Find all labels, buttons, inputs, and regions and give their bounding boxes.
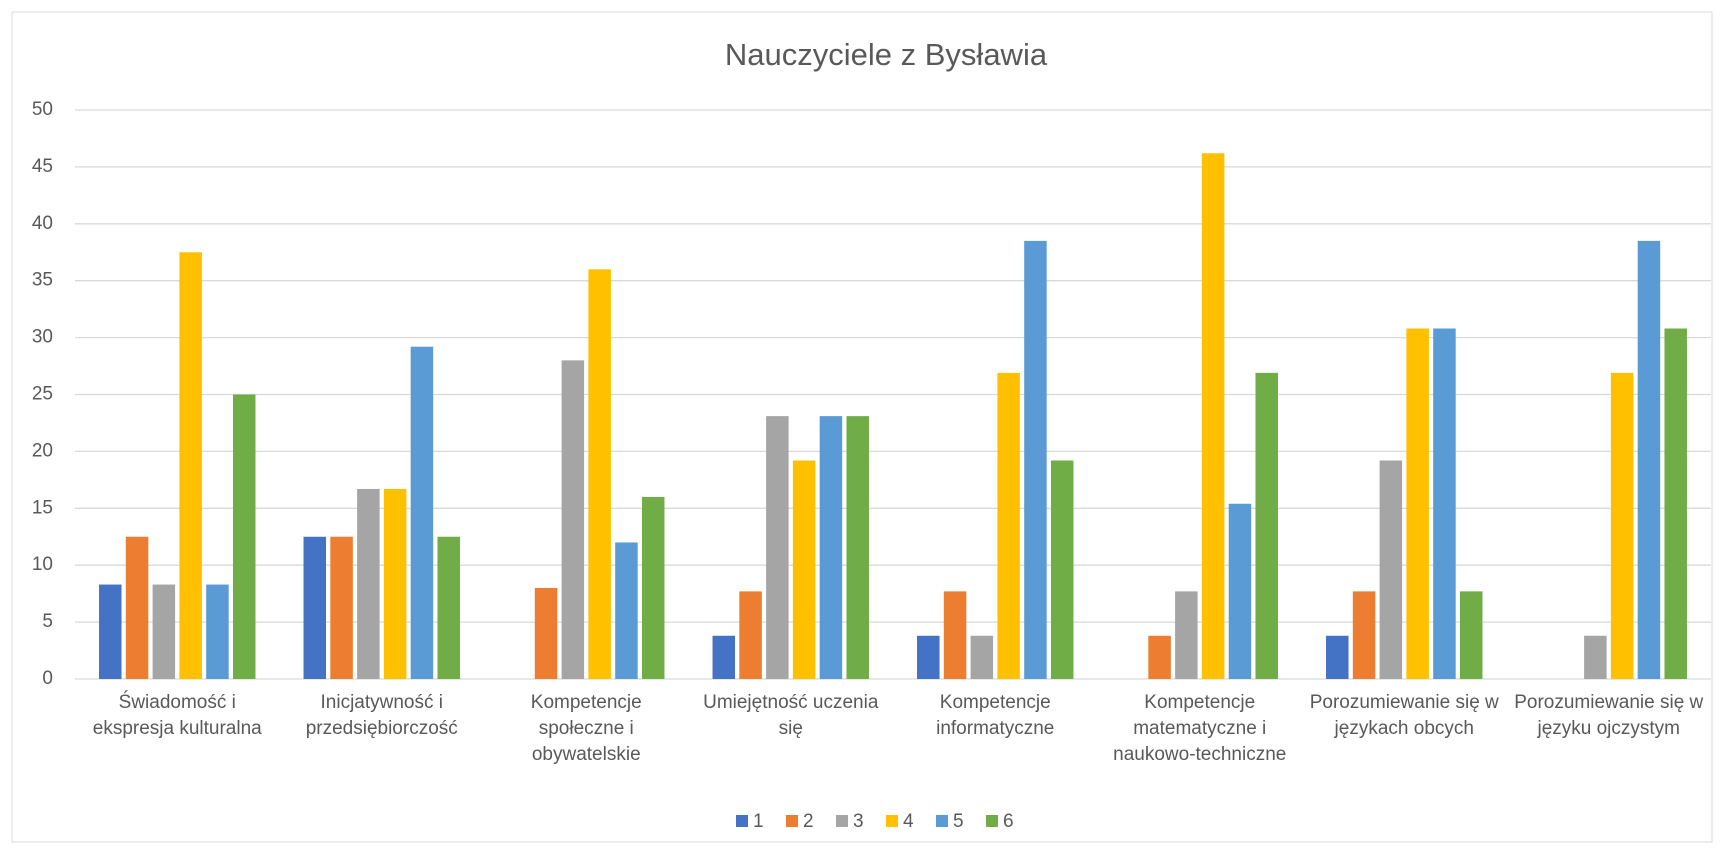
bar: [943, 591, 967, 679]
legend-swatch: [886, 815, 898, 827]
bar: [1459, 591, 1483, 679]
bar: [1201, 153, 1225, 679]
bar: [1433, 328, 1456, 679]
bar: [1228, 503, 1252, 679]
bar: [1148, 635, 1171, 679]
bar: [1584, 635, 1607, 679]
legend-label: 2: [803, 811, 814, 832]
bar: [1024, 240, 1047, 679]
bar: [232, 394, 256, 679]
bar: [739, 591, 762, 679]
y-tick-label: 20: [32, 440, 53, 461]
bar: [125, 536, 149, 679]
x-tick-label: Kompetencje matematyczne i naukowo-techn…: [1113, 692, 1287, 765]
y-tick-label: 25: [32, 384, 53, 405]
legend-swatch: [786, 815, 798, 827]
legend-swatch: [836, 815, 848, 827]
y-tick-label: 15: [32, 497, 53, 518]
bar: [588, 269, 611, 679]
legend-label: 3: [853, 811, 864, 832]
bar: [1664, 328, 1687, 679]
bar: [1326, 635, 1349, 679]
bar: [99, 584, 122, 679]
x-tick-label: Porozumiewanie się w języku ojczystym: [1514, 692, 1704, 739]
bar: [152, 584, 176, 679]
bar: [615, 542, 638, 679]
y-tick-label: 35: [32, 270, 53, 291]
bar: [303, 536, 327, 679]
bar: [792, 460, 816, 679]
y-tick-label: 5: [42, 611, 53, 632]
chart-title: Nauczyciele z Bysławia: [725, 37, 1048, 72]
bar: [1379, 460, 1403, 679]
legend-label: 5: [953, 811, 964, 832]
legend-label: 6: [1003, 811, 1014, 832]
bar: [534, 587, 558, 679]
legend-swatch: [986, 815, 998, 827]
bar: [1352, 591, 1376, 679]
bar: [641, 496, 665, 679]
bar: [712, 635, 736, 679]
bar: [383, 488, 407, 679]
bar: [846, 416, 869, 679]
bar: [179, 252, 202, 679]
bar: [917, 635, 940, 679]
legend-swatch: [936, 815, 948, 827]
bar: [561, 360, 585, 679]
bar: [1406, 328, 1429, 679]
y-tick-label: 50: [32, 99, 53, 120]
legend-label: 1: [753, 811, 764, 832]
y-tick-label: 45: [32, 156, 53, 177]
x-tick-label: Porozumiewanie się w językach obcych: [1309, 692, 1499, 739]
bar: [819, 416, 843, 679]
bar: [410, 346, 434, 679]
y-tick-label: 30: [32, 327, 53, 348]
bar: [357, 488, 380, 679]
x-tick-label: Umiejętność uczenia się: [703, 692, 879, 739]
y-tick-label: 0: [42, 668, 53, 689]
bar: [1610, 372, 1634, 679]
bar: [766, 416, 789, 679]
bar: [1637, 240, 1661, 679]
y-tick-label: 40: [32, 213, 53, 234]
x-tick-label: Świadomość i ekspresja kulturalna: [92, 692, 262, 739]
bar: [330, 536, 353, 679]
x-tick-label: Inicjatywność i przedsiębiorczość: [305, 692, 458, 739]
bar: [997, 372, 1020, 679]
bar: [970, 635, 994, 679]
x-tick-label: Kompetencje informatyczne: [936, 692, 1055, 739]
y-tick-label: 10: [32, 554, 53, 575]
bar: [1050, 460, 1074, 679]
bar: [206, 584, 229, 679]
legend-swatch: [736, 815, 748, 827]
legend-label: 4: [903, 811, 914, 832]
bar: [1175, 591, 1198, 679]
bar: [1255, 372, 1278, 679]
bar: [437, 536, 460, 679]
x-tick-label: Kompetencje społeczne i obywatelskie: [530, 692, 642, 765]
